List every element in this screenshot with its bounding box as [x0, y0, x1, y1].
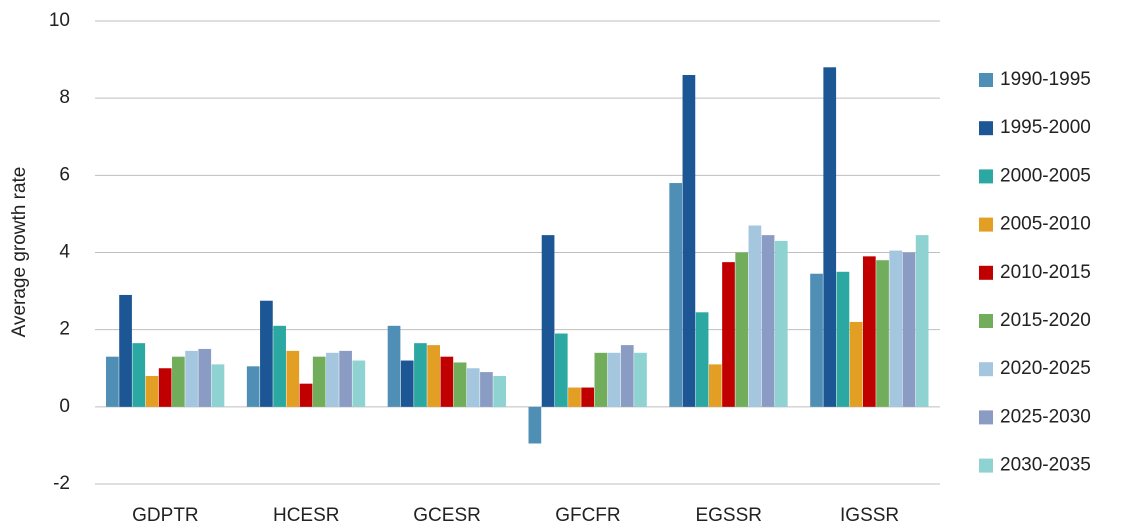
bar: [607, 352, 621, 407]
bar: [669, 183, 683, 407]
bar: [400, 360, 414, 407]
legend-label: 2015-2020: [1000, 310, 1091, 331]
bar: [172, 356, 185, 407]
x-tick-label: IGSSR: [840, 505, 899, 526]
bar: [286, 350, 300, 407]
bar: [836, 271, 850, 407]
y-tick-label: 2: [59, 319, 70, 340]
legend-swatch: [979, 410, 993, 425]
bar: [915, 235, 929, 407]
y-tick-label: 4: [59, 242, 70, 263]
bar: [352, 360, 366, 407]
bar: [682, 75, 696, 407]
legend-swatch: [979, 458, 993, 473]
bar: [568, 387, 581, 407]
bar: [145, 375, 159, 407]
bar: [480, 372, 493, 407]
bar: [158, 368, 172, 407]
bar: [722, 262, 735, 407]
bar: [453, 362, 467, 407]
bar: [326, 352, 339, 407]
bar: [902, 252, 916, 407]
bar: [849, 321, 863, 407]
bar: [273, 325, 286, 407]
x-tick-label: EGSSR: [695, 505, 762, 526]
bar: [312, 356, 326, 407]
legend-label: 1995-2000: [1000, 117, 1091, 138]
y-tick-label: 0: [59, 396, 70, 417]
legend-swatch: [979, 362, 993, 377]
bar: [260, 300, 273, 407]
x-tick-label: HCESR: [273, 505, 340, 526]
legend-label: 2000-2005: [1000, 165, 1091, 186]
bar: [211, 364, 225, 407]
bar: [299, 383, 313, 407]
bar: [823, 67, 837, 407]
bar: [761, 235, 775, 407]
legend-swatch: [979, 265, 993, 280]
bar: [810, 273, 823, 407]
legend-label: 1990-1995: [1000, 69, 1091, 90]
legend-swatch: [979, 314, 993, 328]
bar: [620, 345, 634, 407]
bar: [554, 333, 568, 407]
y-tick-label: 6: [59, 164, 70, 185]
bar: [132, 343, 146, 407]
bar: [198, 348, 212, 407]
bar: [466, 368, 480, 407]
bar: [748, 225, 762, 407]
x-tick-label: GFCFR: [555, 505, 620, 526]
bar: [889, 250, 903, 407]
legend-label: 2010-2015: [1000, 262, 1091, 283]
bar: [185, 350, 198, 407]
bar: [387, 325, 401, 407]
bar: [246, 366, 260, 407]
bar: [581, 387, 595, 407]
y-tick-label: -2: [53, 473, 70, 494]
bar: [106, 356, 119, 407]
legend-label: 2025-2030: [1000, 406, 1091, 427]
bar: [774, 240, 788, 407]
bar: [528, 406, 542, 444]
legend-swatch: [979, 121, 993, 136]
y-tick-label: 10: [49, 10, 70, 31]
legend-swatch: [979, 169, 993, 184]
bar: [427, 345, 440, 407]
legend-label: 2020-2025: [1000, 358, 1091, 379]
bar: [735, 252, 749, 407]
bar: [695, 312, 709, 407]
legend-swatch: [979, 73, 993, 87]
y-axis-label: Average growth rate: [9, 167, 30, 338]
bar: [708, 364, 722, 407]
bar: [119, 294, 132, 407]
bar: [634, 352, 647, 407]
x-tick-label: GCESR: [413, 505, 481, 526]
bar: [414, 343, 427, 407]
legend-swatch: [979, 217, 993, 232]
legend-label: 2005-2010: [1000, 214, 1091, 235]
bar: [862, 256, 876, 407]
bar: [339, 350, 352, 407]
bar: [440, 356, 454, 407]
x-tick-label: GDPTR: [132, 505, 199, 526]
bar: [876, 260, 889, 407]
y-tick-label: 8: [59, 87, 70, 108]
legend-label: 2030-2035: [1000, 455, 1091, 476]
bar: [493, 375, 506, 407]
bar: [541, 235, 555, 407]
bar: [594, 352, 608, 407]
